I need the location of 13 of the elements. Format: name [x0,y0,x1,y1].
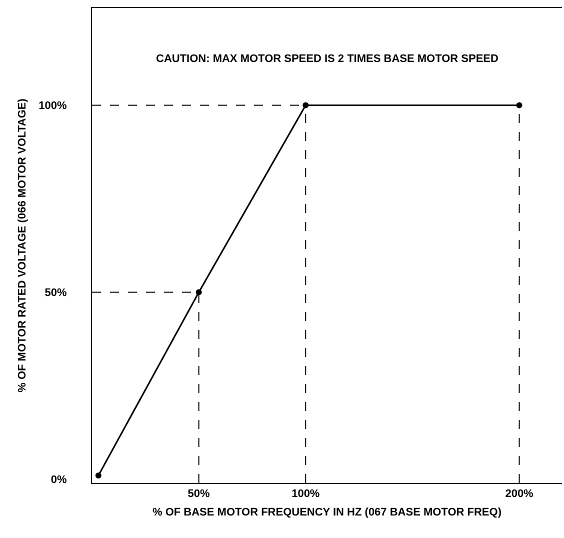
point [302,102,309,108]
point [95,472,102,479]
y-tick-label: 0% [50,474,68,486]
x-axis-title: % OF BASE MOTOR FREQUENCY IN HZ (067 BASE MOTOR FREQ) [152,506,502,518]
y-axis-title: % OF MOTOR RATED VOLTAGE (066 MOTOR VOLTAGE) [16,98,28,392]
point [516,102,522,108]
x-tick-label: 100% [292,488,320,500]
x-tick-label: 200% [505,488,534,500]
x-tick-label: 50% [188,488,210,500]
y-tick-label: 100% [38,100,68,112]
point [196,289,202,296]
y-tick-label: 50% [44,287,68,300]
annotation: CAUTION: MAX MOTOR SPEED IS 2 TIMES BASE MOTOR SPEED [156,53,499,65]
